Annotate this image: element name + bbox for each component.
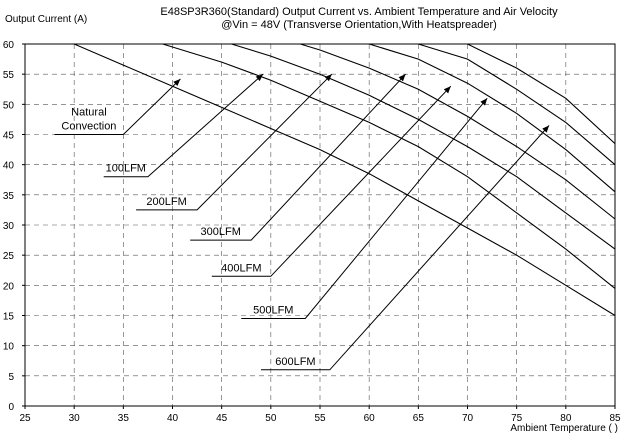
y-tick-label: 60 (3, 40, 15, 51)
y-tick-label: 10 (3, 342, 15, 353)
annotation-arrowhead (480, 98, 488, 106)
annotation-leader (190, 73, 406, 241)
annotation-label: 600LFM (275, 356, 315, 368)
y-axis-label: Output Current (A) (5, 14, 87, 25)
annotation-label: 400LFM (221, 262, 261, 274)
y-tick-label: 0 (8, 402, 14, 413)
annotation-leader (261, 125, 550, 371)
x-tick-label: 65 (413, 413, 425, 424)
y-tick-label: 50 (3, 100, 15, 111)
annotation-label: 200LFM (146, 196, 186, 208)
annotation-label: 100LFM (106, 163, 146, 175)
y-tick-label: 40 (3, 161, 15, 172)
x-tick-label: 80 (560, 413, 572, 424)
x-tick-label: 75 (511, 413, 523, 424)
x-tick-label: 85 (609, 413, 621, 424)
grid-lines (22, 43, 616, 409)
y-tick-label: 15 (3, 312, 15, 323)
annotation-label: Natural (71, 107, 106, 119)
x-tick-label: 50 (265, 413, 277, 424)
x-tick-label: 45 (216, 413, 228, 424)
x-tick-label: 70 (462, 413, 474, 424)
chart-title: E48SP3R360(Standard) Output Current vs. … (160, 6, 558, 18)
y-tick-label: 55 (3, 70, 15, 81)
annotation-arrowhead (255, 74, 263, 82)
annotation-arrowhead (443, 86, 451, 94)
tick-labels: 25 30 35 40 45 50 55 60 65 70 75 80 85 0 5 10 15 20 25 30 35… (3, 40, 621, 424)
annotation-label: 300LFM (201, 226, 241, 238)
annotation-leader (136, 73, 333, 211)
x-tick-label: 40 (167, 413, 179, 424)
annotation-label: Convection (61, 121, 116, 133)
x-tick-label: 35 (118, 413, 130, 424)
x-axis-label: Ambient Temperature ( ) (510, 423, 618, 434)
x-tick-label: 30 (69, 413, 81, 424)
y-tick-label: 45 (3, 131, 15, 142)
series-line-300lfm (25, 43, 616, 220)
annotation-arrowhead (398, 74, 406, 82)
annotations: Natural Convection 100LFM 200LFM 300LFM 400LF… (54, 73, 550, 371)
annotation-arrowhead (173, 78, 181, 87)
annotation-leader (211, 85, 452, 277)
annotation-leader (241, 97, 488, 319)
series-line-100lfm (25, 43, 616, 289)
annotation-leader (54, 78, 181, 135)
y-tick-label: 5 (8, 372, 14, 383)
annotation-leader (103, 73, 264, 178)
series-lines (25, 43, 616, 316)
y-tick-label: 20 (3, 281, 15, 292)
series-line-natural-convection (25, 43, 616, 316)
chart-subtitle: @Vin = 48V (Transverse Orientation,With … (221, 19, 497, 31)
annotation-label: 500LFM (253, 305, 293, 317)
series-line-200lfm (25, 43, 616, 250)
x-tick-label: 55 (314, 413, 326, 424)
x-tick-label: 25 (19, 413, 31, 424)
y-tick-label: 30 (3, 221, 15, 232)
y-tick-label: 35 (3, 191, 15, 202)
y-tick-label: 25 (3, 251, 15, 262)
x-tick-label: 60 (364, 413, 376, 424)
annotation-arrowhead (542, 125, 550, 133)
annotation-arrowhead (324, 74, 332, 82)
plot-frame (24, 43, 616, 407)
